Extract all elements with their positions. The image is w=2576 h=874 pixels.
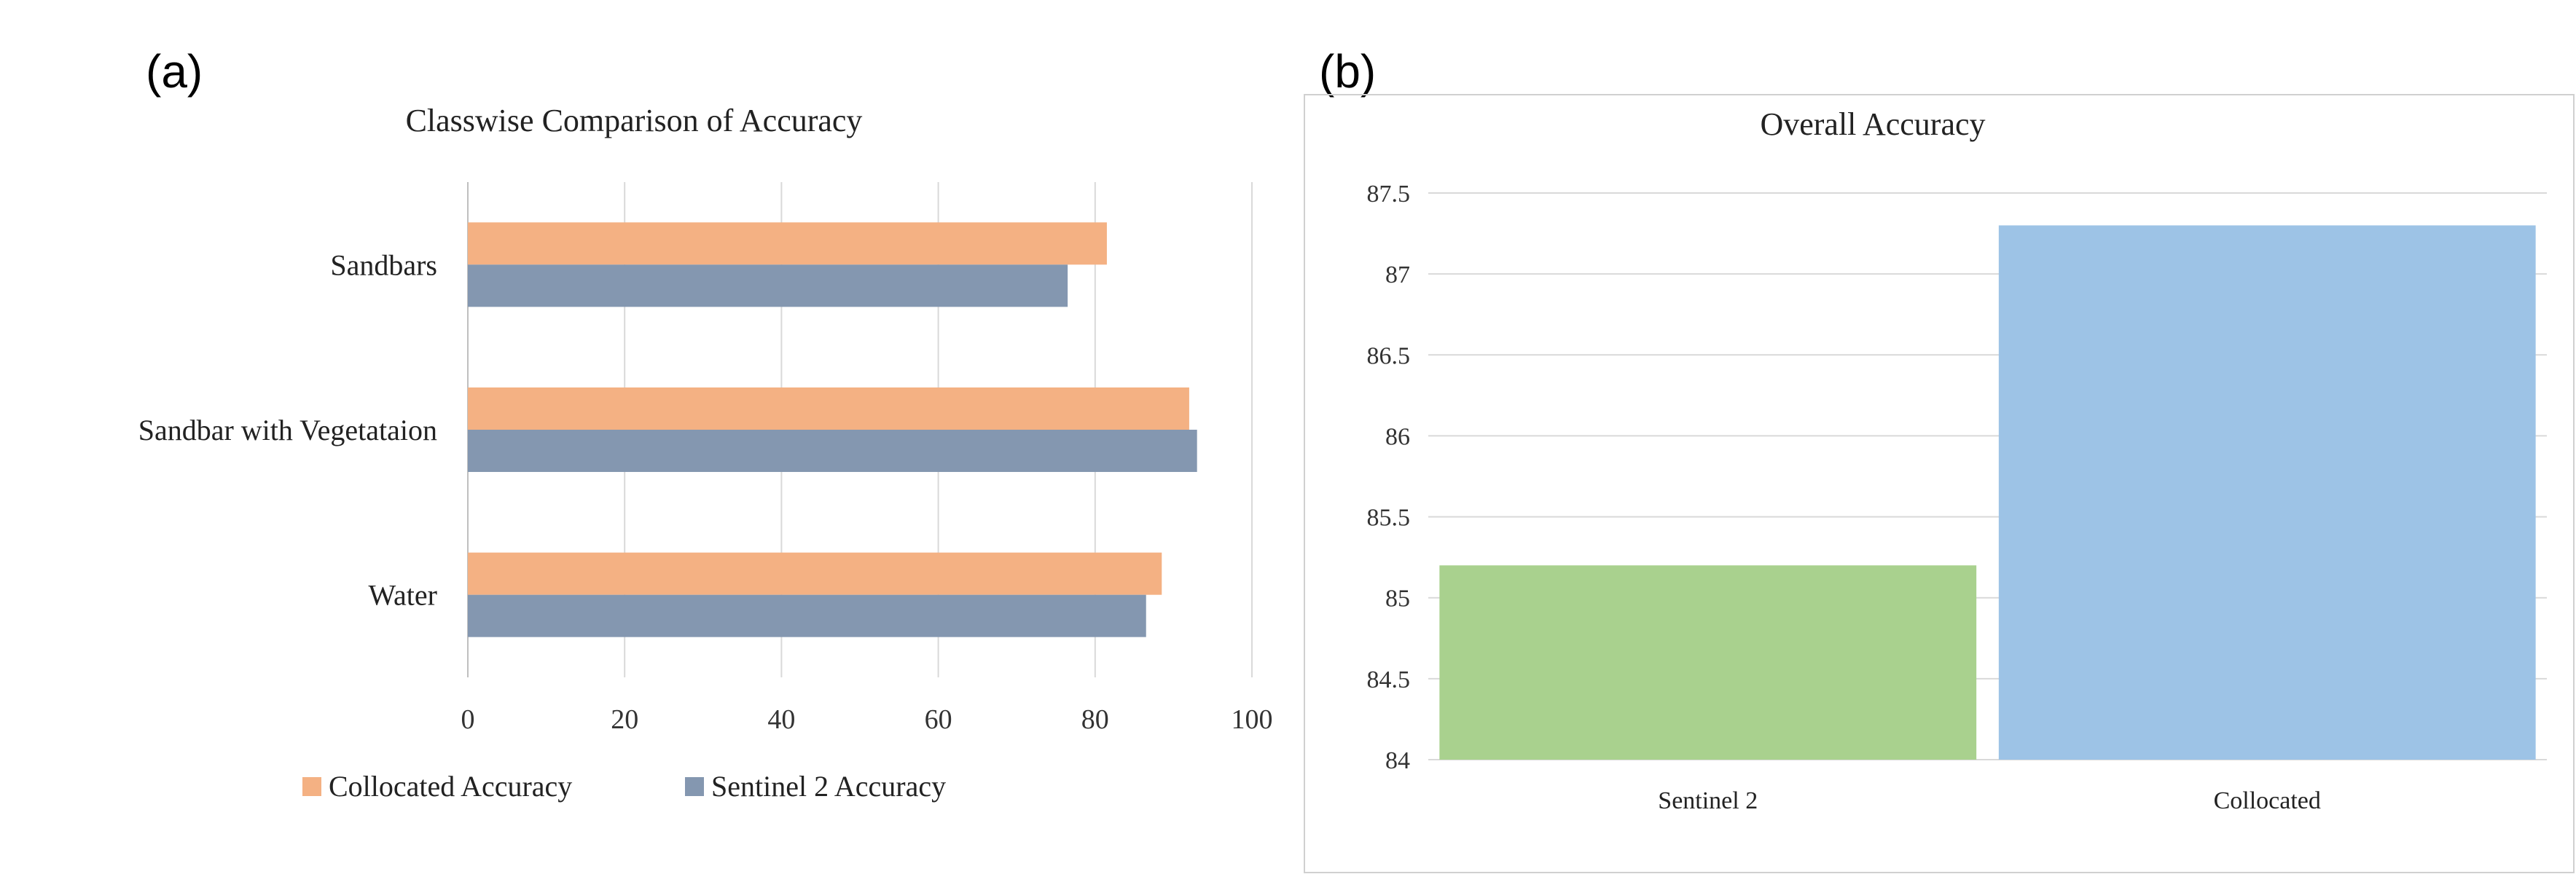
chart-a-category-water: Water [369,579,438,612]
chart-b-y-tick-labels: 84 84.5 85 85.5 86 86.5 87 87.5 [1367,181,1411,774]
chart-a-bar-sandbar-with-vegetataion-sentinel-2-accuracy [468,430,1197,472]
chart-a-x-tick-0: 0 [461,704,475,735]
chart-b-y-tick-84: 84 [1385,747,1410,774]
chart-a-x-tick-40: 40 [767,704,795,735]
chart-b-y-tick-87-5: 87.5 [1367,181,1411,208]
chart-b-category-labels: Sentinel 2 Collocated [1658,787,2321,814]
chart-a-x-tick-100: 100 [1232,704,1273,735]
chart-b-category-sentinel-2: Sentinel 2 [1658,787,1758,814]
chart-a-bar-water-sentinel-2-accuracy [468,594,1146,637]
chart-a-x-tick-labels: 0 20 40 60 80 100 [461,704,1273,735]
chart-a-x-tick-60: 60 [925,704,952,735]
chart-b-title: Overall Accuracy [1760,106,1985,142]
chart-a-legend-swatch-collocated-accuracy [302,777,321,796]
chart-a-title: Classwise Comparison of Accuracy [406,103,863,138]
chart-a-bar-sandbars-sentinel-2-accuracy [468,264,1068,307]
chart-a-legend-swatch-sentinel-2-accuracy [685,777,704,796]
chart-a-bar-sandbars-collocated-accuracy [468,222,1107,265]
chart-b-y-tick-86-5: 86.5 [1367,342,1411,369]
chart-a-x-tick-20: 20 [611,704,638,735]
chart-a-legend-label-sentinel-2-accuracy: Sentinel 2 Accuracy [711,770,946,803]
chart-b-category-collocated: Collocated [2214,787,2321,814]
chart-b-y-tick-85-5: 85.5 [1367,505,1411,532]
chart-a-bar-water-collocated-accuracy [468,552,1162,595]
chart-a-category-sandbar-with-vegetataion: Sandbar with Vegetataion [138,414,437,446]
chart-a-category-labels: Sandbars Sandbar with Vegetataion Water [138,248,437,611]
chart-a-legend: Collocated Accuracy Sentinel 2 Accuracy [302,770,946,803]
panel-a-label: (a) [146,45,203,98]
panel-b-label: (b) [1319,45,1376,98]
chart-b-y-tick-86: 86 [1385,423,1410,450]
chart-b-bars [1439,225,2536,760]
chart-a-x-tick-80: 80 [1081,704,1109,735]
chart-a-category-sandbars: Sandbars [330,248,437,281]
chart-a-bars [468,222,1197,637]
chart-b-bar-collocated [1998,225,2536,760]
chart-a-bar-sandbar-with-vegetataion-collocated-accuracy [468,387,1189,430]
chart-a-legend-label-collocated-accuracy: Collocated Accuracy [329,770,572,803]
panel-a: (a) Classwise Comparison of Accuracy San… [138,45,1273,803]
chart-b-y-tick-87: 87 [1385,261,1410,288]
chart-b-bar-sentinel-2 [1439,565,1977,760]
chart-b-border [1304,94,2575,873]
panel-b: (b) Overall Accuracy 8484.58585.58686.58… [1304,45,2575,873]
chart-b-y-tick-84-5: 84.5 [1367,666,1411,693]
chart-b-y-tick-85: 85 [1385,586,1410,613]
